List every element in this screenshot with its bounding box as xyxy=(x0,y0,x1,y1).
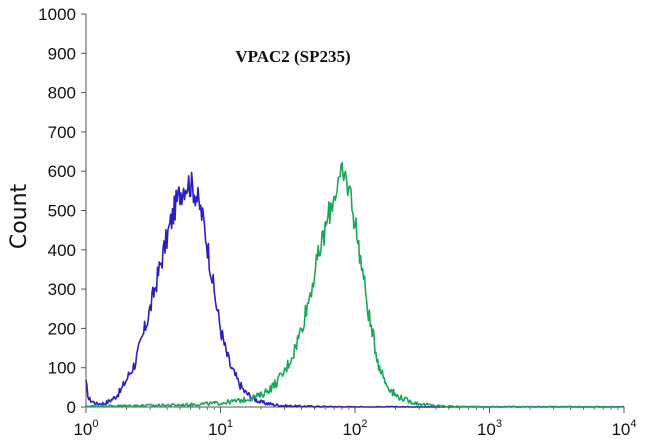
y-tick-label: 100 xyxy=(48,359,76,378)
series-group xyxy=(85,161,625,408)
y-tick-label: 0 xyxy=(67,398,76,417)
y-tick-label: 900 xyxy=(48,44,76,63)
y-tick-label: 1000 xyxy=(38,5,76,24)
series-line-2 xyxy=(85,161,624,408)
y-tick-label: 600 xyxy=(48,162,76,181)
y-tick-label: 800 xyxy=(48,84,76,103)
y-tick-label: 200 xyxy=(48,319,76,338)
x-tick-label: 104 xyxy=(611,418,636,439)
y-tick-group: 0 100 200 300 400 500 600 700 800 900 1000 xyxy=(38,5,86,417)
chart-title: VPAC2 (SP235) xyxy=(235,47,350,66)
x-tick-group: 100 101 102 103 104 xyxy=(73,407,637,439)
y-tick-label: 400 xyxy=(48,241,76,260)
x-tick-label: 103 xyxy=(477,418,502,439)
x-tick-label: 100 xyxy=(73,418,98,439)
axes xyxy=(85,14,624,408)
x-tick-label: 102 xyxy=(342,418,367,439)
x-tick-label: 101 xyxy=(208,418,233,439)
y-axis-label: Count xyxy=(7,183,32,249)
series-line-1 xyxy=(85,171,625,408)
y-tick-label: 300 xyxy=(48,280,76,299)
y-tick-label: 700 xyxy=(48,123,76,142)
y-tick-label: 500 xyxy=(48,202,76,221)
